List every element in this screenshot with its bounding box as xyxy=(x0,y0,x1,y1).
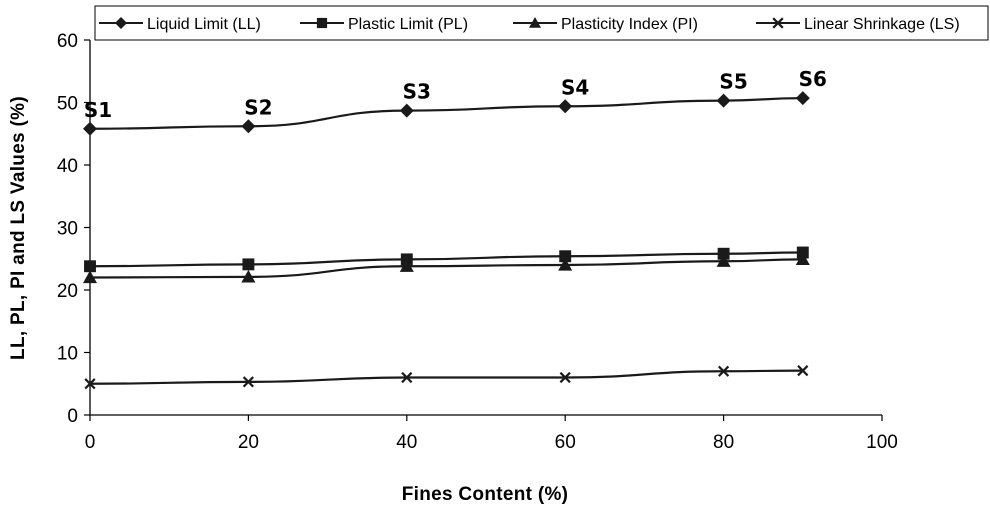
x-tick-label: 0 xyxy=(85,432,96,453)
y-tick-label: 40 xyxy=(57,156,78,177)
legend-label: Liquid Limit (LL) xyxy=(147,16,261,33)
x-tick-label: 20 xyxy=(238,432,259,453)
series-line xyxy=(89,97,803,130)
point-label: S3 xyxy=(403,80,431,104)
series-3 xyxy=(84,365,809,390)
legend-label: Plastic Limit (PL) xyxy=(348,16,468,33)
data-point xyxy=(84,260,96,273)
series-line xyxy=(89,369,803,385)
legend-marker xyxy=(529,17,541,28)
data-point xyxy=(717,247,730,260)
y-tick-label: 10 xyxy=(57,344,78,365)
point-labels: S1 S2 S3 S4 S5 S6 xyxy=(84,67,827,122)
data-point xyxy=(716,254,731,267)
data-point xyxy=(242,376,254,388)
legend-marker xyxy=(115,17,127,29)
point-label: S2 xyxy=(244,95,272,119)
legend: Liquid Limit (LL) Plastic Limit (PL) Plast… xyxy=(94,5,989,41)
series-line xyxy=(89,251,803,268)
point-label: S1 xyxy=(84,98,112,122)
data-point xyxy=(401,371,413,384)
data-point xyxy=(558,99,573,114)
data-point xyxy=(718,365,730,377)
y-tick-label: 50 xyxy=(57,94,78,115)
data-point xyxy=(242,258,255,271)
series-line xyxy=(89,258,803,279)
point-label: S6 xyxy=(799,67,827,91)
data-point xyxy=(559,371,571,384)
point-label: S5 xyxy=(719,70,747,94)
legend-marker xyxy=(772,17,784,29)
data-point xyxy=(795,91,810,106)
data-point xyxy=(558,258,573,271)
x-axis-title: Fines Content (%) xyxy=(402,484,569,505)
data-point xyxy=(399,103,414,118)
x-tick-label: 80 xyxy=(713,432,734,453)
point-label: S4 xyxy=(561,75,589,99)
series-1 xyxy=(84,246,809,273)
y-tick-label: 0 xyxy=(67,406,78,427)
axes: 0 10 20 30 40 50 60 0 20 40 60 80 100 xyxy=(57,31,898,453)
y-tick-label: 20 xyxy=(57,281,78,302)
data-point xyxy=(241,119,256,134)
data-point xyxy=(83,270,97,284)
y-tick-label: 30 xyxy=(57,219,78,240)
data-point xyxy=(716,93,731,108)
data-point xyxy=(83,121,97,136)
data-point xyxy=(241,269,256,283)
legend-label: Linear Shrinkage (LS) xyxy=(804,16,960,33)
x-tick-label: 40 xyxy=(396,432,417,453)
x-tick-label: 100 xyxy=(866,432,898,453)
data-point xyxy=(559,250,572,263)
legend-label: Plasticity Index (PI) xyxy=(561,16,698,33)
series-layer xyxy=(83,91,810,390)
y-tick-label: 60 xyxy=(57,31,78,52)
x-tick-label: 60 xyxy=(555,432,576,453)
data-point xyxy=(84,378,96,390)
legend-marker xyxy=(316,17,328,29)
data-point xyxy=(399,259,414,272)
series-0 xyxy=(83,91,810,136)
series-2 xyxy=(83,252,810,284)
y-axis-title: LL, PL, PI and LS Values (%) xyxy=(8,96,29,360)
data-point xyxy=(795,252,810,265)
data-point xyxy=(797,365,809,377)
